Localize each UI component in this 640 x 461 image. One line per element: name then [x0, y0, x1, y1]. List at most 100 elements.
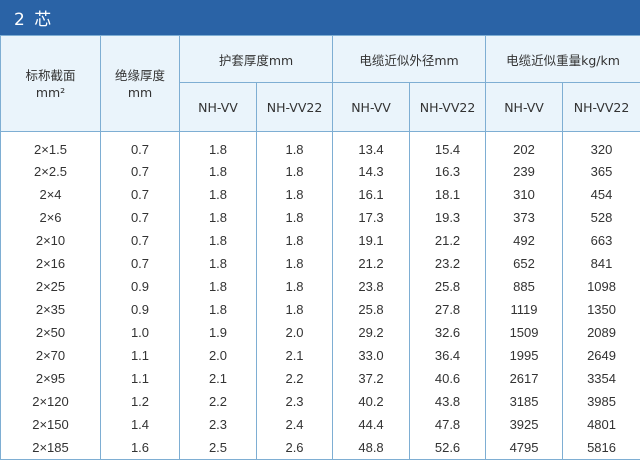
- table-row: 2×50 1.0 1.9 2.0 29.2 32.6 1509 2089: [0, 321, 640, 344]
- header-section-unit: mm²: [35, 84, 66, 100]
- cell-insulation: 0.7: [100, 229, 180, 252]
- spec-table: 标称截面 mm² 绝缘厚度 mm 护套厚度mm 电缆近似外径mm 电缆近似重量k…: [0, 35, 640, 460]
- cell-weight-nh-vv: 492: [485, 229, 564, 252]
- table-row: 2×6 0.7 1.8 1.8 17.3 19.3 373 528: [0, 206, 640, 229]
- header-section: 标称截面 mm²: [0, 35, 101, 132]
- subheader-diameter-nh-vv22: NH-VV22: [409, 82, 487, 132]
- table-row: 2×35 0.9 1.8 1.8 25.8 27.8 1119 1350: [0, 298, 640, 321]
- cell-sheath-nh-vv22: 2.4: [255, 413, 334, 436]
- cell-weight-nh-vv22: 320: [562, 131, 640, 160]
- cell-sheath-nh-vv: 1.9: [179, 321, 257, 344]
- cell-sheath-nh-vv22: 2.3: [255, 390, 334, 413]
- subheader-sheath-nh-vv22: NH-VV22: [255, 82, 334, 132]
- cell-sheath-nh-vv22: 2.6: [255, 436, 334, 460]
- cell-insulation: 1.6: [100, 436, 180, 460]
- cell-section: 2×35: [0, 298, 101, 321]
- cell-insulation: 0.7: [100, 252, 180, 275]
- cell-weight-nh-vv: 202: [485, 131, 564, 160]
- cell-weight-nh-vv22: 2089: [562, 321, 640, 344]
- cell-diameter-nh-vv22: 18.1: [409, 183, 487, 206]
- cell-insulation: 1.2: [100, 390, 180, 413]
- header-insulation: 绝缘厚度 mm: [100, 35, 180, 132]
- cell-diameter-nh-vv22: 36.4: [409, 344, 487, 367]
- cell-section: 2×185: [0, 436, 101, 460]
- cell-sheath-nh-vv: 1.8: [179, 229, 257, 252]
- cell-sheath-nh-vv: 1.8: [179, 206, 257, 229]
- cell-sheath-nh-vv: 1.8: [179, 275, 257, 298]
- cell-weight-nh-vv: 239: [485, 160, 564, 183]
- cell-diameter-nh-vv: 23.8: [332, 275, 411, 298]
- cell-sheath-nh-vv: 2.5: [179, 436, 257, 460]
- cell-weight-nh-vv22: 3354: [562, 367, 640, 390]
- subheader-weight-nh-vv: NH-VV: [485, 82, 564, 132]
- cell-sheath-nh-vv22: 1.8: [255, 252, 334, 275]
- cell-weight-nh-vv: 1509: [485, 321, 564, 344]
- cell-diameter-nh-vv22: 40.6: [409, 367, 487, 390]
- cell-section: 2×25: [0, 275, 101, 298]
- cell-weight-nh-vv22: 3985: [562, 390, 640, 413]
- cell-sheath-nh-vv: 2.0: [179, 344, 257, 367]
- cell-insulation: 0.7: [100, 183, 180, 206]
- cell-insulation: 1.4: [100, 413, 180, 436]
- cell-weight-nh-vv: 310: [485, 183, 564, 206]
- cell-diameter-nh-vv22: 25.8: [409, 275, 487, 298]
- cell-diameter-nh-vv: 29.2: [332, 321, 411, 344]
- subheader-diameter-nh-vv: NH-VV: [332, 82, 411, 132]
- cell-insulation: 0.9: [100, 298, 180, 321]
- cell-sheath-nh-vv22: 2.0: [255, 321, 334, 344]
- cell-insulation: 0.9: [100, 275, 180, 298]
- cell-sheath-nh-vv22: 1.8: [255, 206, 334, 229]
- cell-weight-nh-vv22: 5816: [562, 436, 640, 460]
- table-row: 2×95 1.1 2.1 2.2 37.2 40.6 2617 3354: [0, 367, 640, 390]
- cell-weight-nh-vv22: 365: [562, 160, 640, 183]
- header-sheath: 护套厚度mm: [178, 35, 334, 83]
- table-row: 2×10 0.7 1.8 1.8 19.1 21.2 492 663: [0, 229, 640, 252]
- table-row: 2×120 1.2 2.2 2.3 40.2 43.8 3185 3985: [0, 390, 640, 413]
- header-weight: 电缆近似重量kg/km: [485, 35, 640, 83]
- cell-diameter-nh-vv: 14.3: [332, 160, 411, 183]
- cell-sheath-nh-vv: 2.3: [179, 413, 257, 436]
- cell-sheath-nh-vv22: 1.8: [255, 275, 334, 298]
- cell-weight-nh-vv: 1119: [485, 298, 564, 321]
- table-row: 2×2.5 0.7 1.8 1.8 14.3 16.3 239 365: [0, 160, 640, 183]
- cell-section: 2×16: [0, 252, 101, 275]
- cell-section: 2×2.5: [0, 160, 101, 183]
- cell-diameter-nh-vv: 44.4: [332, 413, 411, 436]
- cell-diameter-nh-vv: 48.8: [332, 436, 411, 460]
- cell-sheath-nh-vv22: 2.2: [255, 367, 334, 390]
- cell-weight-nh-vv: 4795: [485, 436, 564, 460]
- cell-diameter-nh-vv22: 19.3: [409, 206, 487, 229]
- table-row: 2×1.5 0.7 1.8 1.8 13.4 15.4 202 320: [0, 131, 640, 160]
- cell-diameter-nh-vv22: 32.6: [409, 321, 487, 344]
- cell-diameter-nh-vv22: 21.2: [409, 229, 487, 252]
- cell-sheath-nh-vv22: 1.8: [255, 160, 334, 183]
- cell-section: 2×95: [0, 367, 101, 390]
- table-row: 2×16 0.7 1.8 1.8 21.2 23.2 652 841: [0, 252, 640, 275]
- header-insulation-label: 绝缘厚度: [114, 67, 165, 83]
- cell-weight-nh-vv22: 1350: [562, 298, 640, 321]
- cell-sheath-nh-vv22: 1.8: [255, 183, 334, 206]
- cell-section: 2×150: [0, 413, 101, 436]
- cell-diameter-nh-vv: 33.0: [332, 344, 411, 367]
- cell-weight-nh-vv22: 528: [562, 206, 640, 229]
- cell-diameter-nh-vv22: 15.4: [409, 131, 487, 160]
- cell-diameter-nh-vv: 17.3: [332, 206, 411, 229]
- cell-diameter-nh-vv22: 27.8: [409, 298, 487, 321]
- cell-diameter-nh-vv: 37.2: [332, 367, 411, 390]
- table-header: 标称截面 mm² 绝缘厚度 mm 护套厚度mm 电缆近似外径mm 电缆近似重量k…: [0, 35, 640, 132]
- header-insulation-unit: mm: [127, 84, 153, 100]
- table-row: 2×70 1.1 2.0 2.1 33.0 36.4 1995 2649: [0, 344, 640, 367]
- cell-section: 2×50: [0, 321, 101, 344]
- cell-diameter-nh-vv: 25.8: [332, 298, 411, 321]
- cell-insulation: 0.7: [100, 160, 180, 183]
- cell-insulation: 1.0: [100, 321, 180, 344]
- cell-sheath-nh-vv: 2.1: [179, 367, 257, 390]
- cell-insulation: 1.1: [100, 367, 180, 390]
- spec-table-container: 标称截面 mm² 绝缘厚度 mm 护套厚度mm 电缆近似外径mm 电缆近似重量k…: [0, 35, 640, 461]
- subheader-sheath-nh-vv: NH-VV: [179, 82, 257, 132]
- cell-section: 2×70: [0, 344, 101, 367]
- cell-section: 2×6: [0, 206, 101, 229]
- subheader-weight-nh-vv22: NH-VV22: [562, 82, 640, 132]
- table-row: 2×185 1.6 2.5 2.6 48.8 52.6 4795 5816: [0, 436, 640, 460]
- cell-diameter-nh-vv: 21.2: [332, 252, 411, 275]
